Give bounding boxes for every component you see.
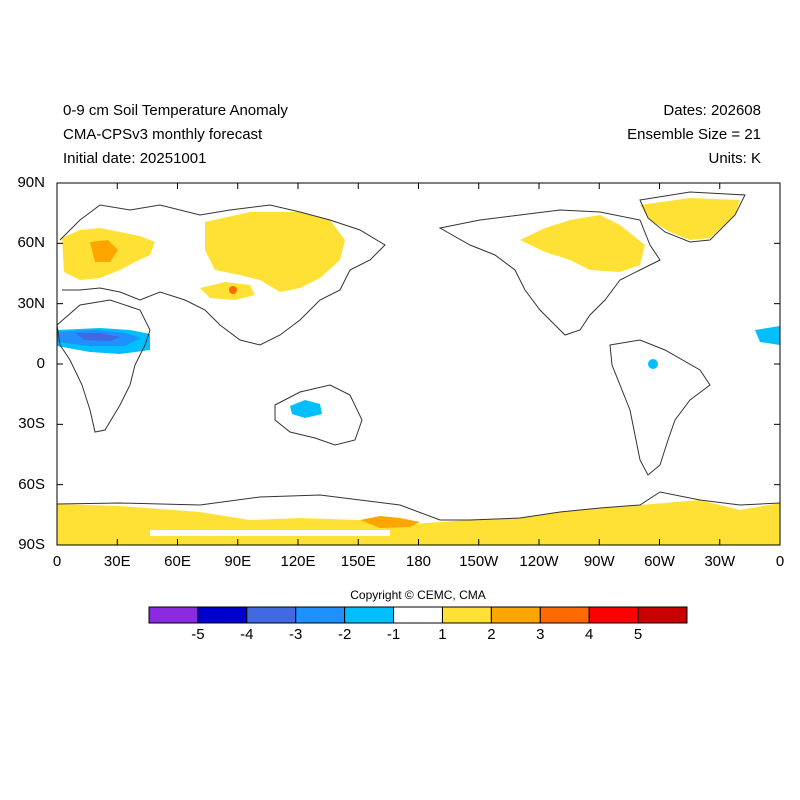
lat-label: 30N	[17, 294, 45, 312]
warm-area-canada	[520, 215, 645, 272]
colorbar-label: -5	[191, 626, 205, 643]
colorbar-label: 2	[487, 626, 496, 643]
lon-label: 0	[52, 553, 62, 570]
lon-label: 150W	[459, 553, 499, 570]
lon-label: 150E	[340, 553, 376, 570]
ensemble-size: Ensemble Size = 21	[627, 126, 761, 143]
coastline-antarctica	[56, 491, 781, 521]
coastline-australia	[274, 384, 363, 446]
initial-date: Initial date: 20251001	[63, 150, 207, 167]
forecast-dates: Dates: 202608	[663, 102, 761, 119]
lat-label: 90S	[18, 536, 45, 553]
warm-area-greenland	[640, 198, 740, 240]
colorbar-label: -1	[386, 626, 401, 643]
colorbar-swatch	[539, 606, 590, 624]
chart-subtitle: CMA-CPSv3 monthly forecast	[63, 126, 263, 143]
chart-title: 0-9 cm Soil Temperature Anomaly	[63, 102, 288, 119]
colorbar-swatch	[148, 606, 199, 624]
lon-label: 180	[405, 553, 432, 570]
lat-label: 30S	[18, 415, 45, 433]
lon-label: 30E	[103, 553, 131, 570]
units-label: Units: K	[708, 150, 761, 167]
colorbar-label: -2	[337, 626, 352, 643]
cool-area-atlantic-edge	[755, 326, 780, 345]
map-frame	[56, 182, 781, 546]
coastline-africa	[56, 299, 151, 433]
colorbar-swatch	[490, 606, 541, 624]
anomaly-shading	[57, 198, 780, 545]
coastline-greenland	[639, 191, 746, 243]
copyright-note: Copyright © CEMC, CMA	[350, 588, 486, 602]
axis-ticks	[56, 182, 781, 546]
lon-label: 90E	[224, 553, 252, 570]
colorbar-label: 1	[438, 626, 447, 643]
warm-area-tibet	[200, 282, 255, 300]
lat-label: 90N	[17, 174, 45, 191]
lat-label: 60N	[17, 234, 45, 252]
coolest-area-sahel	[75, 333, 120, 341]
lon-label: 120W	[519, 553, 559, 570]
colorbar-swatch	[197, 606, 248, 624]
colorbar-swatch	[344, 606, 395, 624]
colorbar-label: 5	[633, 626, 643, 643]
colorbar-swatch	[393, 606, 443, 624]
lon-label: 60W	[644, 553, 675, 570]
lon-label: 90W	[583, 553, 615, 570]
colorbar-label: 3	[536, 626, 545, 643]
warm-area-siberia	[205, 212, 345, 292]
colorbar-label: -3	[289, 626, 303, 643]
antarctic-interior	[150, 530, 390, 536]
lon-label: 0	[775, 553, 785, 570]
colorbar-label: 4	[585, 626, 594, 643]
colorbar-swatch	[588, 606, 639, 624]
colorbar-swatch	[637, 606, 688, 624]
cool-spot-south-america	[648, 359, 658, 369]
colorbar	[148, 606, 688, 624]
coastline-north-america	[438, 209, 661, 336]
lat-label: 60S	[18, 475, 45, 493]
coastline-south-america	[609, 339, 711, 476]
lon-label: 60E	[164, 553, 191, 570]
lon-label: 120E	[280, 553, 316, 570]
coastlines	[56, 191, 781, 521]
colorbar-swatch	[295, 606, 346, 624]
lon-label: 30W	[704, 553, 736, 570]
colorbar-swatch	[246, 606, 297, 624]
colorbar-label: -4	[240, 626, 254, 643]
hot-spot-tibet	[229, 286, 237, 294]
cool-area-australia	[290, 400, 322, 418]
lat-label: 0	[36, 355, 45, 372]
warm-area-europe-core	[90, 240, 118, 262]
warm-area-ross	[360, 516, 420, 528]
colorbar-swatch	[441, 606, 492, 624]
coastline-eurasia	[59, 204, 386, 346]
